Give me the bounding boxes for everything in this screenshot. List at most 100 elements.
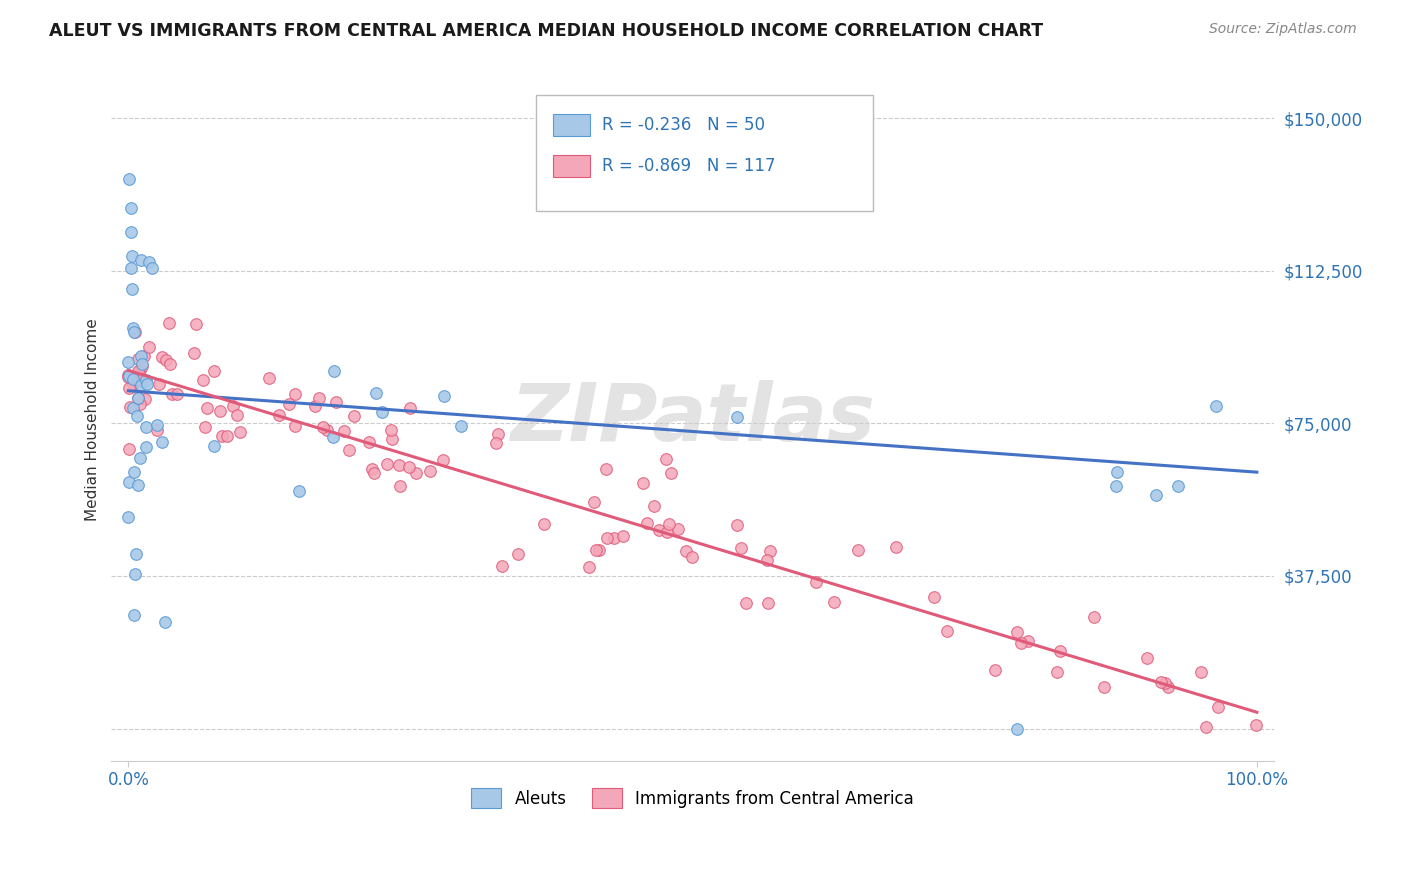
Point (136, 376, 159, 391)
Y-axis label: Median Household Income: Median Household Income (86, 318, 100, 521)
Point (278, 397, 301, 411)
Point (124, 607, 146, 622)
Point (121, 282, 143, 296)
Point (983, 663, 1005, 677)
Point (138, 254, 160, 268)
Point (129, 397, 152, 411)
FancyBboxPatch shape (536, 95, 873, 211)
Point (127, 478, 149, 492)
Point (1157, 680, 1180, 694)
Point (419, 464, 441, 478)
Point (184, 317, 207, 331)
Point (491, 559, 513, 574)
Point (122, 325, 145, 339)
Point (127, 351, 149, 366)
Point (120, 260, 142, 275)
Point (257, 371, 280, 385)
Point (823, 595, 845, 609)
Text: R = -0.236   N = 50: R = -0.236 N = 50 (602, 116, 765, 135)
Point (121, 250, 143, 264)
Point (658, 517, 681, 532)
Point (343, 409, 366, 424)
Point (405, 466, 427, 480)
Point (150, 435, 173, 450)
Point (124, 566, 146, 581)
Point (284, 387, 307, 401)
Point (208, 404, 231, 418)
Point (117, 510, 139, 524)
Point (129, 252, 152, 267)
Point (884, 540, 907, 554)
Point (128, 450, 150, 465)
Point (936, 624, 959, 639)
Point (1046, 665, 1069, 680)
Point (595, 462, 617, 476)
Point (1208, 699, 1230, 714)
Point (135, 440, 157, 454)
Point (1017, 633, 1039, 648)
Point (588, 543, 610, 558)
Point (311, 420, 333, 434)
Point (366, 385, 388, 400)
Point (388, 458, 411, 472)
Point (1083, 610, 1105, 624)
Point (194, 420, 217, 434)
Point (150, 350, 173, 364)
Point (127, 364, 149, 378)
Point (488, 426, 510, 441)
Point (131, 372, 153, 386)
Point (127, 391, 149, 405)
Point (125, 409, 148, 423)
Point (322, 430, 344, 444)
Point (121, 401, 143, 416)
Point (433, 389, 456, 403)
Point (380, 424, 402, 438)
FancyBboxPatch shape (553, 155, 591, 178)
Point (1005, 625, 1028, 640)
Text: R = -0.869   N = 117: R = -0.869 N = 117 (602, 157, 776, 176)
Point (357, 434, 380, 449)
Point (533, 516, 555, 531)
Point (146, 424, 169, 438)
Point (1092, 680, 1115, 694)
Point (582, 495, 605, 509)
Point (399, 401, 422, 416)
Point (228, 425, 250, 439)
Point (325, 395, 347, 409)
Text: ZIPatlas: ZIPatlas (510, 380, 875, 458)
Point (337, 442, 360, 457)
Point (155, 352, 177, 367)
Point (117, 370, 139, 384)
Point (121, 372, 143, 386)
Point (388, 478, 411, 492)
Point (922, 590, 945, 604)
Point (333, 424, 356, 438)
Point (643, 500, 665, 514)
Point (1049, 643, 1071, 657)
Point (131, 359, 153, 373)
Point (659, 466, 682, 480)
Point (371, 405, 394, 419)
Point (1150, 675, 1173, 690)
Point (1005, 722, 1028, 736)
Point (1166, 479, 1188, 493)
Point (681, 550, 703, 565)
Point (211, 428, 233, 442)
Point (647, 523, 669, 537)
Point (183, 346, 205, 360)
Point (118, 442, 141, 457)
Point (193, 373, 215, 387)
Point (129, 349, 152, 363)
Point (727, 517, 749, 532)
Point (450, 419, 472, 434)
Point (596, 532, 619, 546)
Point (655, 452, 678, 467)
Text: ALEUT VS IMMIGRANTS FROM CENTRAL AMERICA MEDIAN HOUSEHOLD INCOME CORRELATION CHA: ALEUT VS IMMIGRANTS FROM CENTRAL AMERICA… (49, 22, 1043, 40)
Point (226, 409, 249, 423)
Point (1105, 465, 1128, 479)
Text: Source: ZipAtlas.com: Source: ZipAtlas.com (1209, 22, 1357, 37)
Point (381, 432, 404, 446)
Point (506, 547, 529, 561)
Point (1010, 636, 1032, 650)
Point (1244, 718, 1267, 732)
